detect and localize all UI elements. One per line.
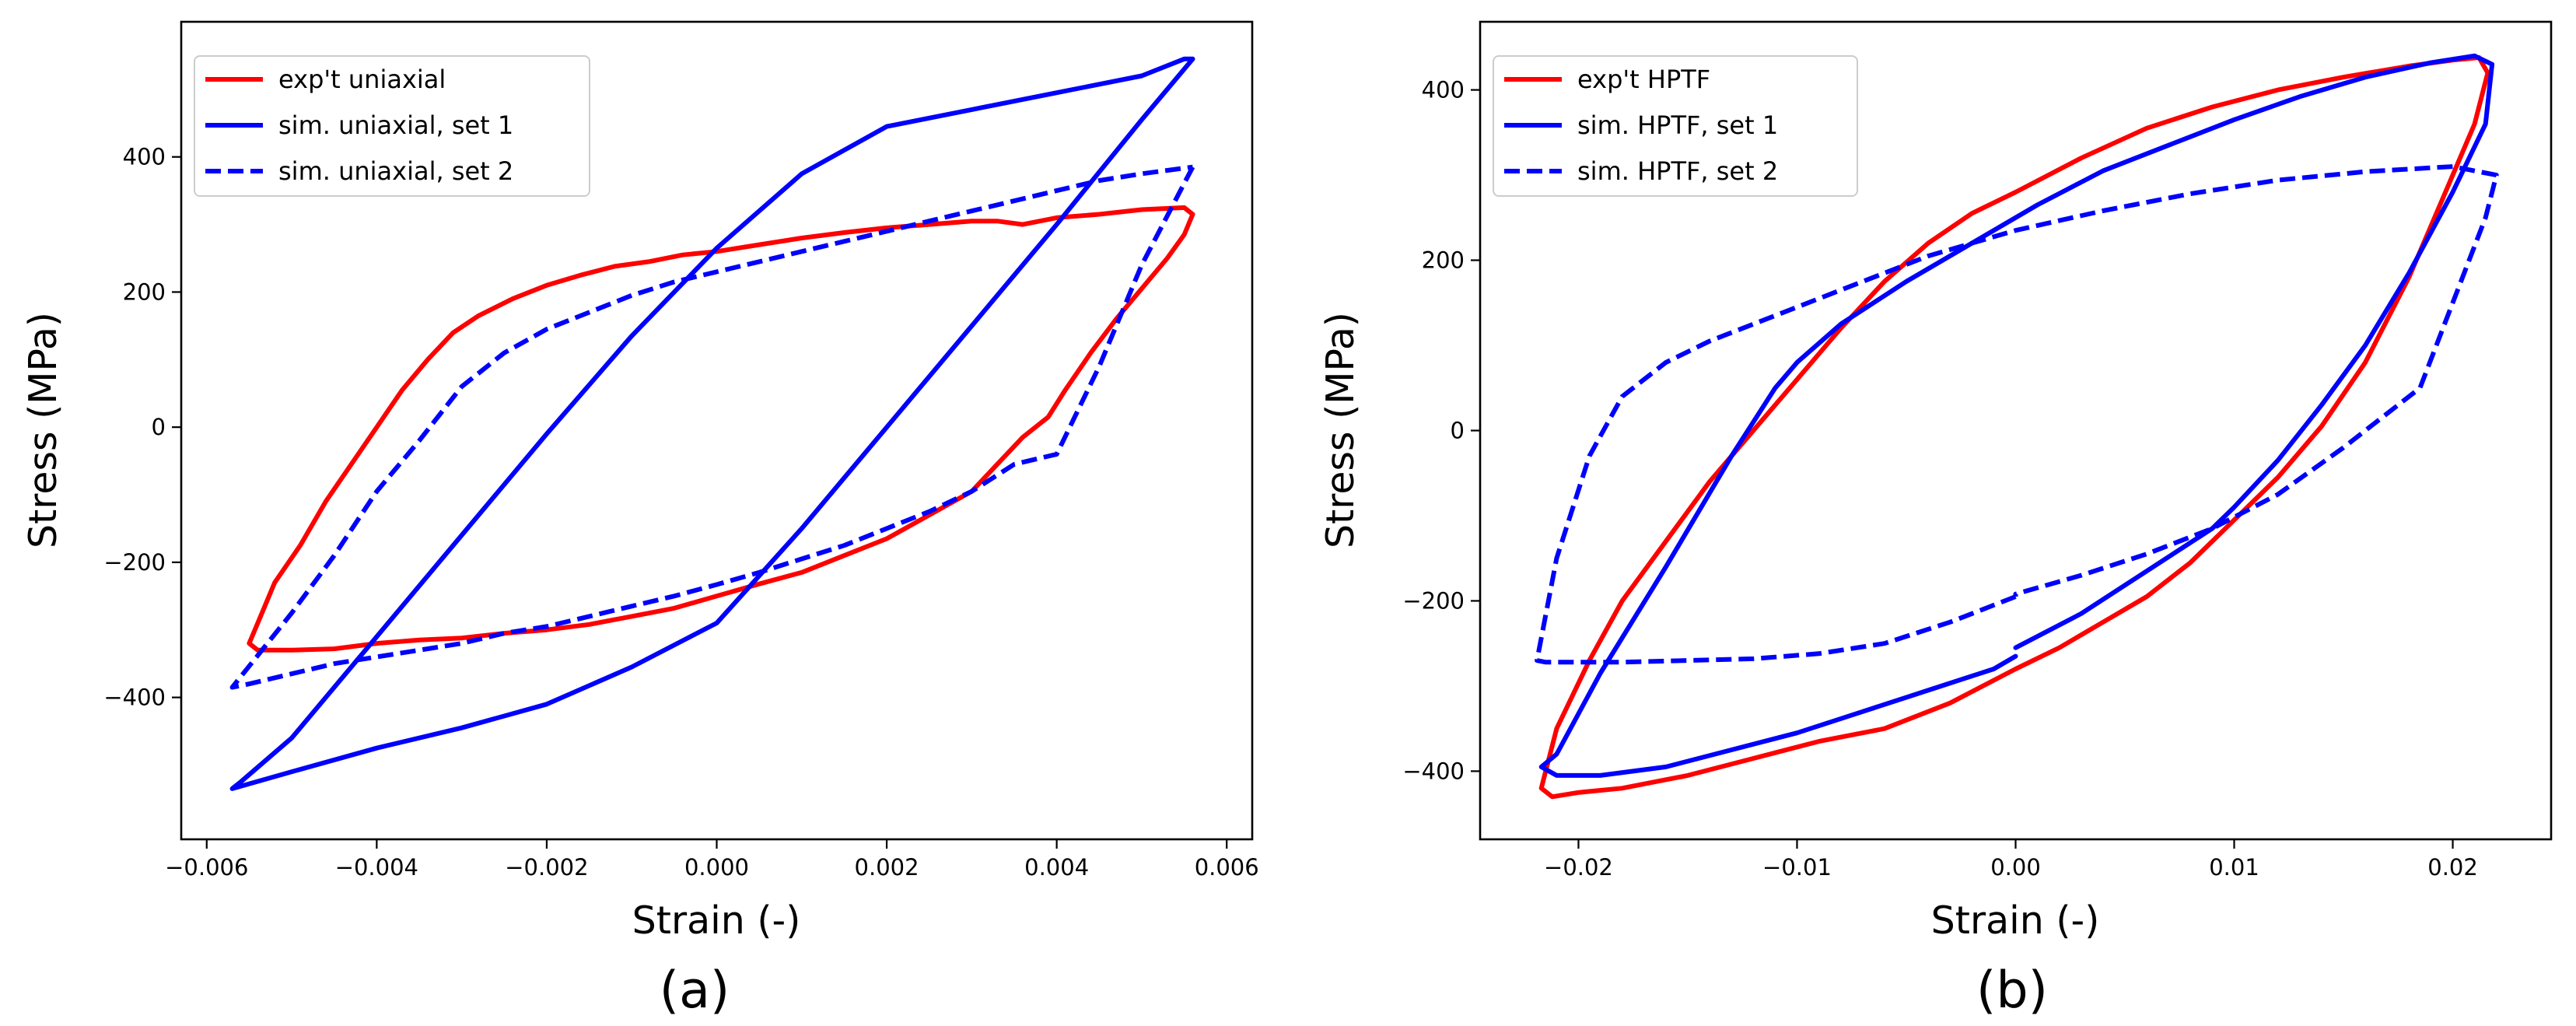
y-axis-label-a: Stress (MPa) [21, 312, 65, 548]
y-tick-label: 400 [123, 144, 166, 170]
x-tick-label: 0.000 [684, 854, 749, 881]
legend-label-sim-uniaxial-set2: sim. uniaxial, set 2 [278, 156, 513, 186]
series-line-a-3 [229, 164, 1195, 690]
chart-panel-b: −0.02 −0.01 0.00 0.01 0.02 −400 −200 0 200 400 S… [1318, 20, 2553, 1020]
y-tick-label: −200 [1402, 587, 1465, 614]
x-tick-label: 0.002 [855, 854, 919, 881]
legend-label-sim-hptf-set2: sim. HPTF, set 2 [1577, 156, 1778, 186]
y-tick-label: 400 [1422, 77, 1465, 103]
y-tick-label: −400 [103, 685, 166, 711]
x-tick-label: 0.00 [1990, 854, 2041, 881]
panel-label-b: (b) [1976, 961, 2048, 1020]
x-tick-label: 0.004 [1024, 854, 1089, 881]
panel-label-a: (a) [660, 961, 730, 1020]
y-tick-label: 200 [123, 278, 166, 305]
x-tick-label: −0.004 [335, 854, 418, 881]
series-layer-b [1535, 53, 2499, 800]
series-layer-a [229, 56, 1195, 791]
legend-box-a [194, 55, 590, 197]
legend-box-b [1493, 55, 1858, 197]
y-ticks-b: −400 −200 0 200 400 [1402, 77, 1480, 784]
x-axis-label-a: Strain (-) [632, 898, 801, 943]
chart-panel-a: −0.006 −0.004 −0.002 0.000 0.002 0.004 0.006 −… [21, 20, 1259, 1020]
y-axis-label-b: Stress (MPa) [1318, 312, 1363, 548]
series-line-b-3 [1535, 164, 2499, 665]
x-tick-label: 0.006 [1195, 854, 1259, 881]
series-line-a-2 [229, 56, 1195, 791]
legend-label-exp-hptf: exp't HPTF [1577, 65, 1710, 94]
x-tick-label: −0.02 [1544, 854, 1613, 881]
x-tick-label: 0.01 [2209, 854, 2259, 881]
legend-label-sim-uniaxial-set1: sim. uniaxial, set 1 [278, 110, 513, 140]
y-tick-label: −200 [103, 549, 166, 576]
legend-a: exp't uniaxial sim. uniaxial, set 1 sim.… [194, 55, 590, 197]
x-tick-label: 0.02 [2427, 854, 2478, 881]
x-axis-label-b: Strain (-) [1931, 898, 2100, 943]
y-tick-label: 0 [1451, 418, 1465, 444]
legend-label-sim-hptf-set1: sim. HPTF, set 1 [1577, 110, 1778, 140]
x-tick-label: −0.006 [165, 854, 248, 881]
legend-b: exp't HPTF sim. HPTF, set 1 sim. HPTF, s… [1493, 55, 1858, 197]
x-tick-label: −0.002 [505, 854, 588, 881]
x-ticks-b: −0.02 −0.01 0.00 0.01 0.02 [1544, 839, 2478, 881]
y-tick-label: 0 [152, 414, 166, 440]
y-tick-label: 200 [1422, 247, 1465, 274]
series-line-a-1 [247, 205, 1195, 653]
series-line-b-1 [1538, 55, 2490, 800]
series-line-b-2 [1538, 53, 2495, 778]
y-ticks-a: −400 −200 0 200 400 [103, 144, 181, 711]
x-ticks-a: −0.006 −0.004 −0.002 0.000 0.002 0.004 0.006 [165, 839, 1259, 881]
x-tick-label: −0.01 [1762, 854, 1832, 881]
legend-label-exp-uniaxial: exp't uniaxial [278, 65, 446, 94]
y-tick-label: −400 [1402, 758, 1465, 784]
